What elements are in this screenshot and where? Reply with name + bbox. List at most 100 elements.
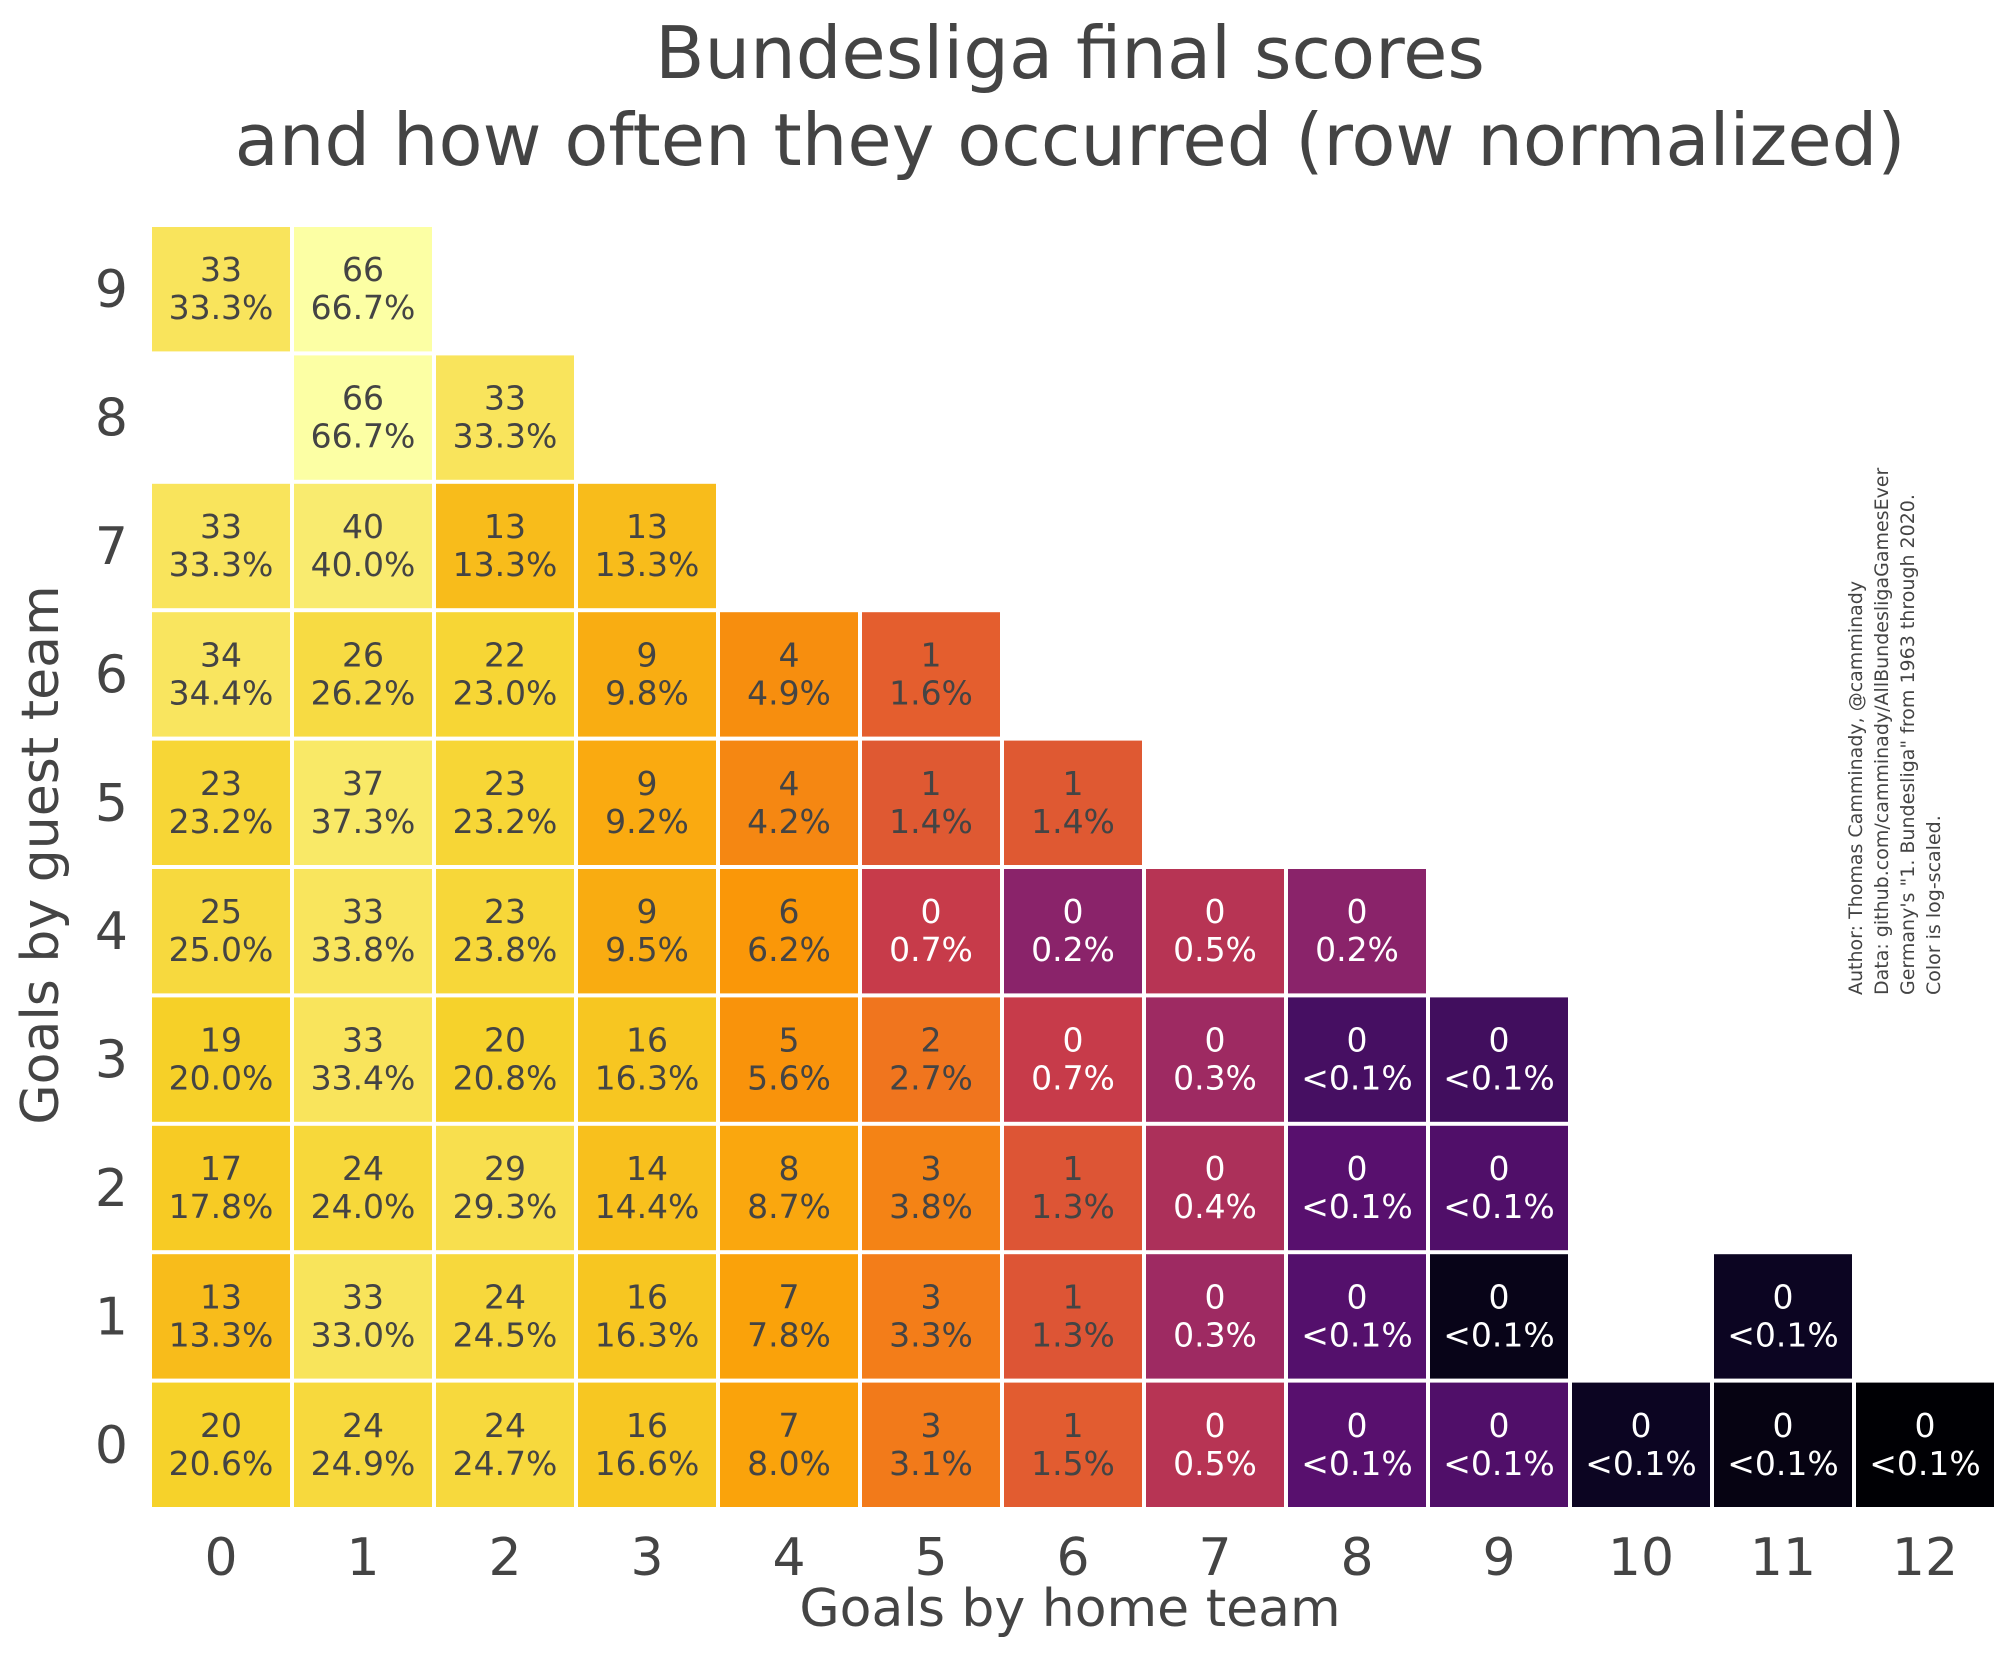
heatmap-cell-percent: 9.2% [605,802,689,841]
heatmap-cell-rect [862,1382,1000,1507]
heatmap-cell: 33.3% [862,1254,1000,1379]
heatmap-cell-count: 33 [200,250,242,289]
heatmap-cell-percent: 37.3% [311,802,416,841]
heatmap-cell-percent: <0.1% [1869,1444,1981,1483]
heatmap-cell-percent: 29.3% [453,1187,558,1226]
heatmap-cell-rect [436,740,574,865]
heatmap-cell: 00.7% [862,869,1000,994]
heatmap-cell: 77.8% [720,1254,858,1379]
heatmap-cell-count: 0 [1489,1406,1510,1445]
heatmap-cell-percent: 6.2% [747,930,831,969]
heatmap-cell-count: 1 [921,764,942,803]
heatmap-cell: 0<0.1% [1288,1382,1426,1507]
heatmap-cell-rect [1430,997,1568,1122]
heatmap-cell-percent: 4.9% [747,673,831,712]
heatmap-cell: 99.2% [578,740,716,865]
heatmap-cell: 0<0.1% [1430,1382,1568,1507]
heatmap-cell: 00.3% [1146,997,1284,1122]
heatmap-cell-percent: 8.7% [747,1187,831,1226]
heatmap-cell-percent: 33.3% [169,545,274,584]
chart-title-line-1: Bundesliga final scores [655,11,1485,95]
heatmap-cell-percent: <0.1% [1301,1315,1413,1354]
heatmap-cell-rect [862,740,1000,865]
heatmap-cell-percent: 25.0% [169,930,274,969]
heatmap-cell-count: 0 [1773,1406,1794,1445]
y-tick-label: 4 [95,902,128,962]
heatmap-cells: 3333.3%6666.7%6666.7%3333.3%3333.3%4040.… [152,227,1994,1507]
heatmap-cell-percent: 33.4% [311,1059,416,1098]
heatmap-cell-rect [294,1382,432,1507]
heatmap-cell-percent: 20.0% [169,1059,274,1098]
heatmap-cell: 11.3% [1004,1254,1142,1379]
heatmap-cell-percent: 9.8% [605,673,689,712]
heatmap-cell-count: 66 [342,379,384,418]
heatmap-cell-count: 24 [484,1406,526,1445]
heatmap-cell-rect [436,1254,574,1379]
heatmap-cell: 22.7% [862,997,1000,1122]
heatmap-cell-rect [1288,1125,1426,1251]
y-tick-label: 3 [95,1031,128,1091]
heatmap-cell-rect [152,997,290,1122]
heatmap-cell-percent: 24.0% [311,1187,416,1226]
heatmap-cell: 00.7% [1004,997,1142,1122]
heatmap-cell: 0<0.1% [1714,1382,1852,1507]
heatmap-cell-percent: 4.2% [747,802,831,841]
heatmap-cell-rect [294,869,432,994]
heatmap-cell-rect [1714,1382,1852,1507]
heatmap-cell-count: 1 [1063,764,1084,803]
heatmap-cell-count: 29 [484,1149,526,1188]
heatmap-cell-percent: 5.6% [747,1059,831,1098]
heatmap-cell: 00.4% [1146,1125,1284,1251]
heatmap-cell-rect [436,612,574,737]
heatmap-cell-percent: 1.3% [1031,1315,1115,1354]
x-tick-label: 5 [914,1528,947,1588]
heatmap-cell-count: 6 [779,892,800,931]
y-tick-label: 7 [95,517,128,577]
heatmap-cell-rect [1004,1254,1142,1379]
heatmap-cell-percent: 34.4% [169,673,274,712]
heatmap-cell-count: 2 [921,1021,942,1060]
y-tick-label: 8 [95,389,128,449]
heatmap-cell-rect [294,612,432,737]
heatmap-cell-rect [1146,1382,1284,1507]
heatmap-cell: 0<0.1% [1572,1382,1710,1507]
attribution-line-4: Color is log-scaled. [1923,815,1945,995]
x-tick-label: 2 [488,1528,521,1588]
heatmap-cell-rect [578,483,716,609]
heatmap-cell-percent: 0.5% [1173,1444,1257,1483]
heatmap-cell-percent: 20.8% [453,1059,558,1098]
x-tick-label: 6 [1056,1528,1089,1588]
heatmap-cell-rect [862,612,1000,737]
heatmap-cell-count: 23 [484,892,526,931]
heatmap-cell: 00.3% [1146,1254,1284,1379]
heatmap-cell: 2020.8% [436,997,574,1122]
heatmap-cell-percent: 14.4% [595,1187,700,1226]
heatmap-cell: 44.9% [720,612,858,737]
heatmap-cell-percent: 0.4% [1173,1187,1257,1226]
heatmap-cell-count: 8 [779,1149,800,1188]
attribution-note: Author: Thomas Camminady, @camminady Dat… [1845,467,1945,995]
heatmap-cell-rect [720,612,858,737]
heatmap-cell-count: 0 [1489,1021,1510,1060]
heatmap-cell-rect [720,1125,858,1251]
heatmap-cell-rect [1004,997,1142,1122]
heatmap-cell-rect [294,997,432,1122]
heatmap-cell-percent: 0.3% [1173,1059,1257,1098]
heatmap-cell-count: 24 [342,1406,384,1445]
heatmap-cell: 88.7% [720,1125,858,1251]
